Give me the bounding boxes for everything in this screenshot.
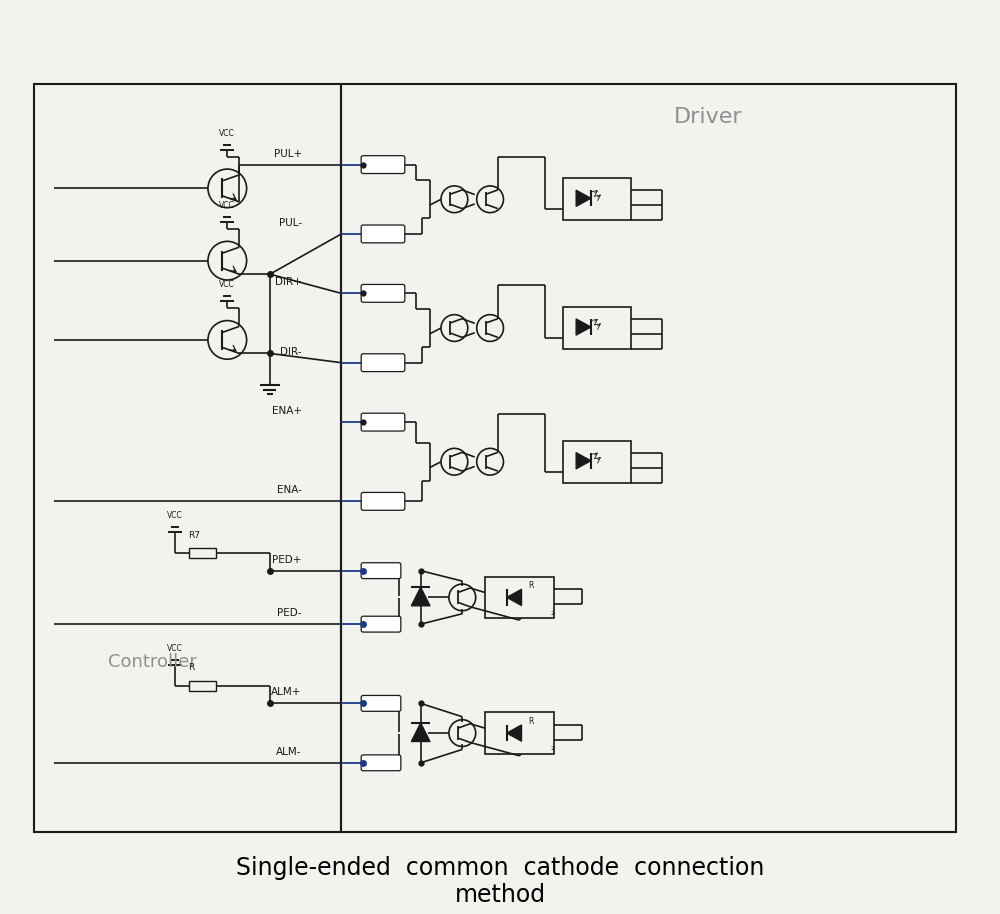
Text: Controller: Controller [108,653,197,671]
Text: R: R [528,581,533,590]
Text: Driver: Driver [674,107,743,127]
Text: method: method [454,883,546,907]
Text: VCC: VCC [219,201,235,210]
Text: ALM-: ALM- [276,747,302,757]
Bar [189,547,216,558]
FancyBboxPatch shape [361,755,401,771]
Text: VCC: VCC [219,129,235,138]
Text: VCC: VCC [219,281,235,289]
FancyBboxPatch shape [361,413,405,431]
Text: PUL+: PUL+ [274,149,302,159]
Polygon shape [576,452,591,469]
Text: R7: R7 [189,530,201,539]
Text: VCC: VCC [167,643,183,653]
Bar [341,84,956,832]
Bar [485,577,554,618]
Text: 2: 2 [551,747,555,751]
FancyBboxPatch shape [361,696,401,711]
Polygon shape [576,319,591,335]
Bar [189,681,216,690]
FancyBboxPatch shape [361,354,405,372]
Text: PUL-: PUL- [279,218,302,228]
FancyBboxPatch shape [361,284,405,303]
Text: ENA-: ENA- [277,485,302,495]
Text: R: R [189,664,195,672]
Text: R: R [528,717,533,726]
FancyBboxPatch shape [361,225,405,243]
Text: DIR-: DIR- [280,346,302,356]
Bar [563,178,631,220]
Text: DIR+: DIR+ [275,278,302,287]
Text: ENA+: ENA+ [272,406,302,416]
Polygon shape [507,725,522,741]
Polygon shape [411,587,430,606]
Bar [485,712,554,754]
FancyBboxPatch shape [361,493,405,510]
FancyBboxPatch shape [361,155,405,174]
Text: VCC: VCC [167,511,183,520]
Bar [563,307,631,349]
Polygon shape [576,190,591,207]
Text: ALM+: ALM+ [271,687,302,697]
Text: PED-: PED- [277,608,302,618]
Bar [34,84,341,832]
Text: PED+: PED+ [272,555,302,565]
FancyBboxPatch shape [361,563,401,579]
Polygon shape [507,590,522,606]
Text: 2: 2 [551,611,555,616]
Bar [563,441,631,483]
FancyBboxPatch shape [361,616,401,632]
Text: Single-ended  common  cathode  connection: Single-ended common cathode connection [236,856,764,880]
Polygon shape [411,723,430,741]
